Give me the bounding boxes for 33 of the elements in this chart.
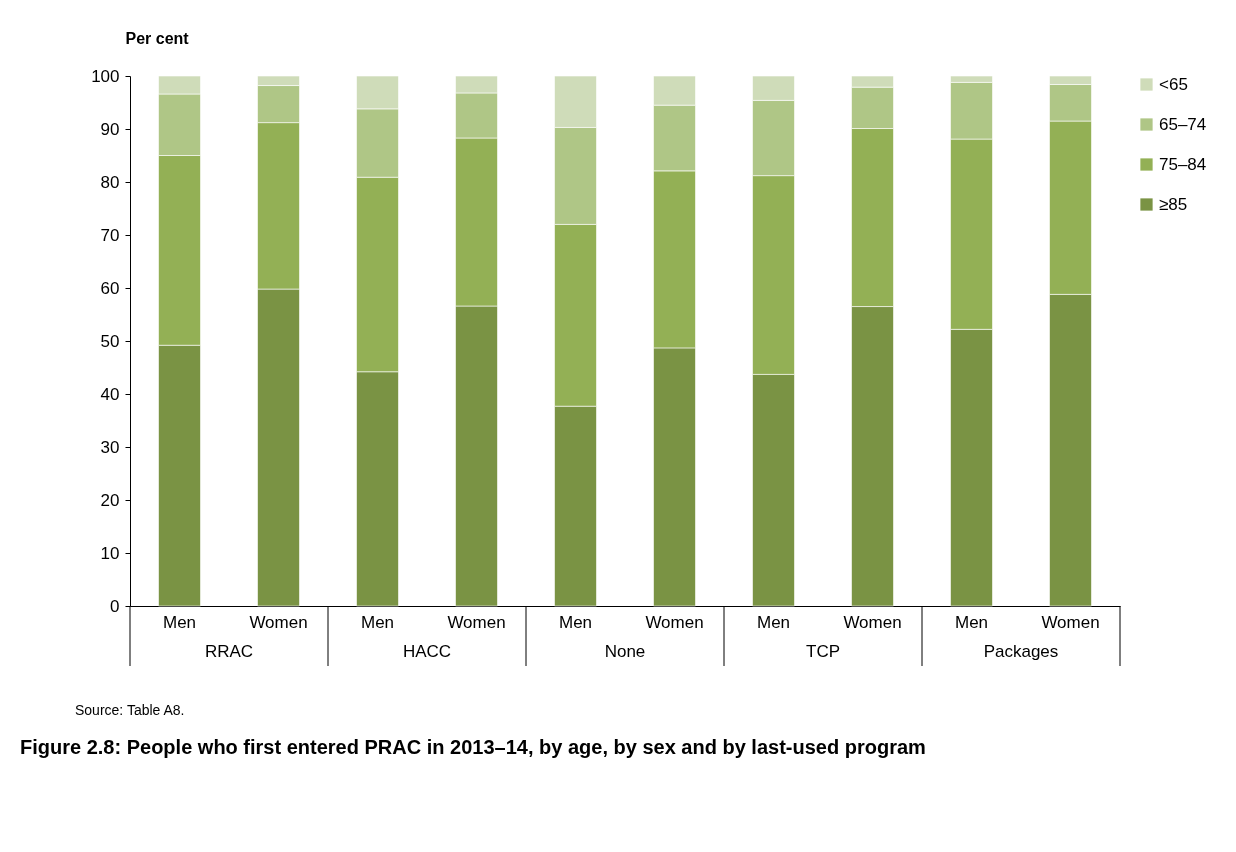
y-tick-label: 70	[100, 225, 120, 245]
text: Figure 2.8: People who first entered PRAC in 2013–14, by age, by sex and by last-used program	[20, 736, 926, 758]
legend-label: 75–84	[1159, 154, 1207, 174]
text: None	[604, 642, 646, 661]
y-tick-label: 60	[100, 278, 120, 298]
x-tick-label: Men	[162, 612, 197, 632]
y-tick-label: 30	[100, 437, 120, 457]
y-tick-label: 80	[100, 172, 120, 192]
x-tick-label: Men	[954, 612, 989, 632]
text: HACC	[402, 642, 452, 661]
x-tick-label: Women	[645, 612, 704, 632]
y-tick-label: 0	[110, 596, 120, 616]
text: TCP	[806, 642, 840, 661]
y-tick-label: 20	[100, 490, 120, 510]
source-note: Source: Table A8.	[75, 702, 185, 718]
y-tick-label: 50	[100, 331, 120, 351]
x-tick-label: Women	[249, 612, 308, 632]
y-tick-label: 40	[100, 384, 120, 404]
x-tick-label: Women	[447, 612, 506, 632]
x-tick-label: Women	[1041, 612, 1100, 632]
x-tick-label: Men	[558, 612, 593, 632]
text: RRAC	[204, 642, 254, 661]
legend-label: <65	[1159, 74, 1188, 94]
x-tick-label: Women	[843, 612, 902, 632]
y-tick-label: 10	[100, 543, 120, 563]
x-tick-label: Men	[360, 612, 395, 632]
legend-label: ≥85	[1159, 194, 1188, 214]
y-axis-title: Per cent	[125, 29, 190, 47]
text: Packages	[983, 642, 1059, 661]
legend-label: 65–74	[1159, 114, 1207, 134]
y-tick-label: 100	[91, 66, 120, 86]
x-tick-label: Men	[756, 612, 791, 632]
y-tick-label: 90	[100, 119, 120, 139]
